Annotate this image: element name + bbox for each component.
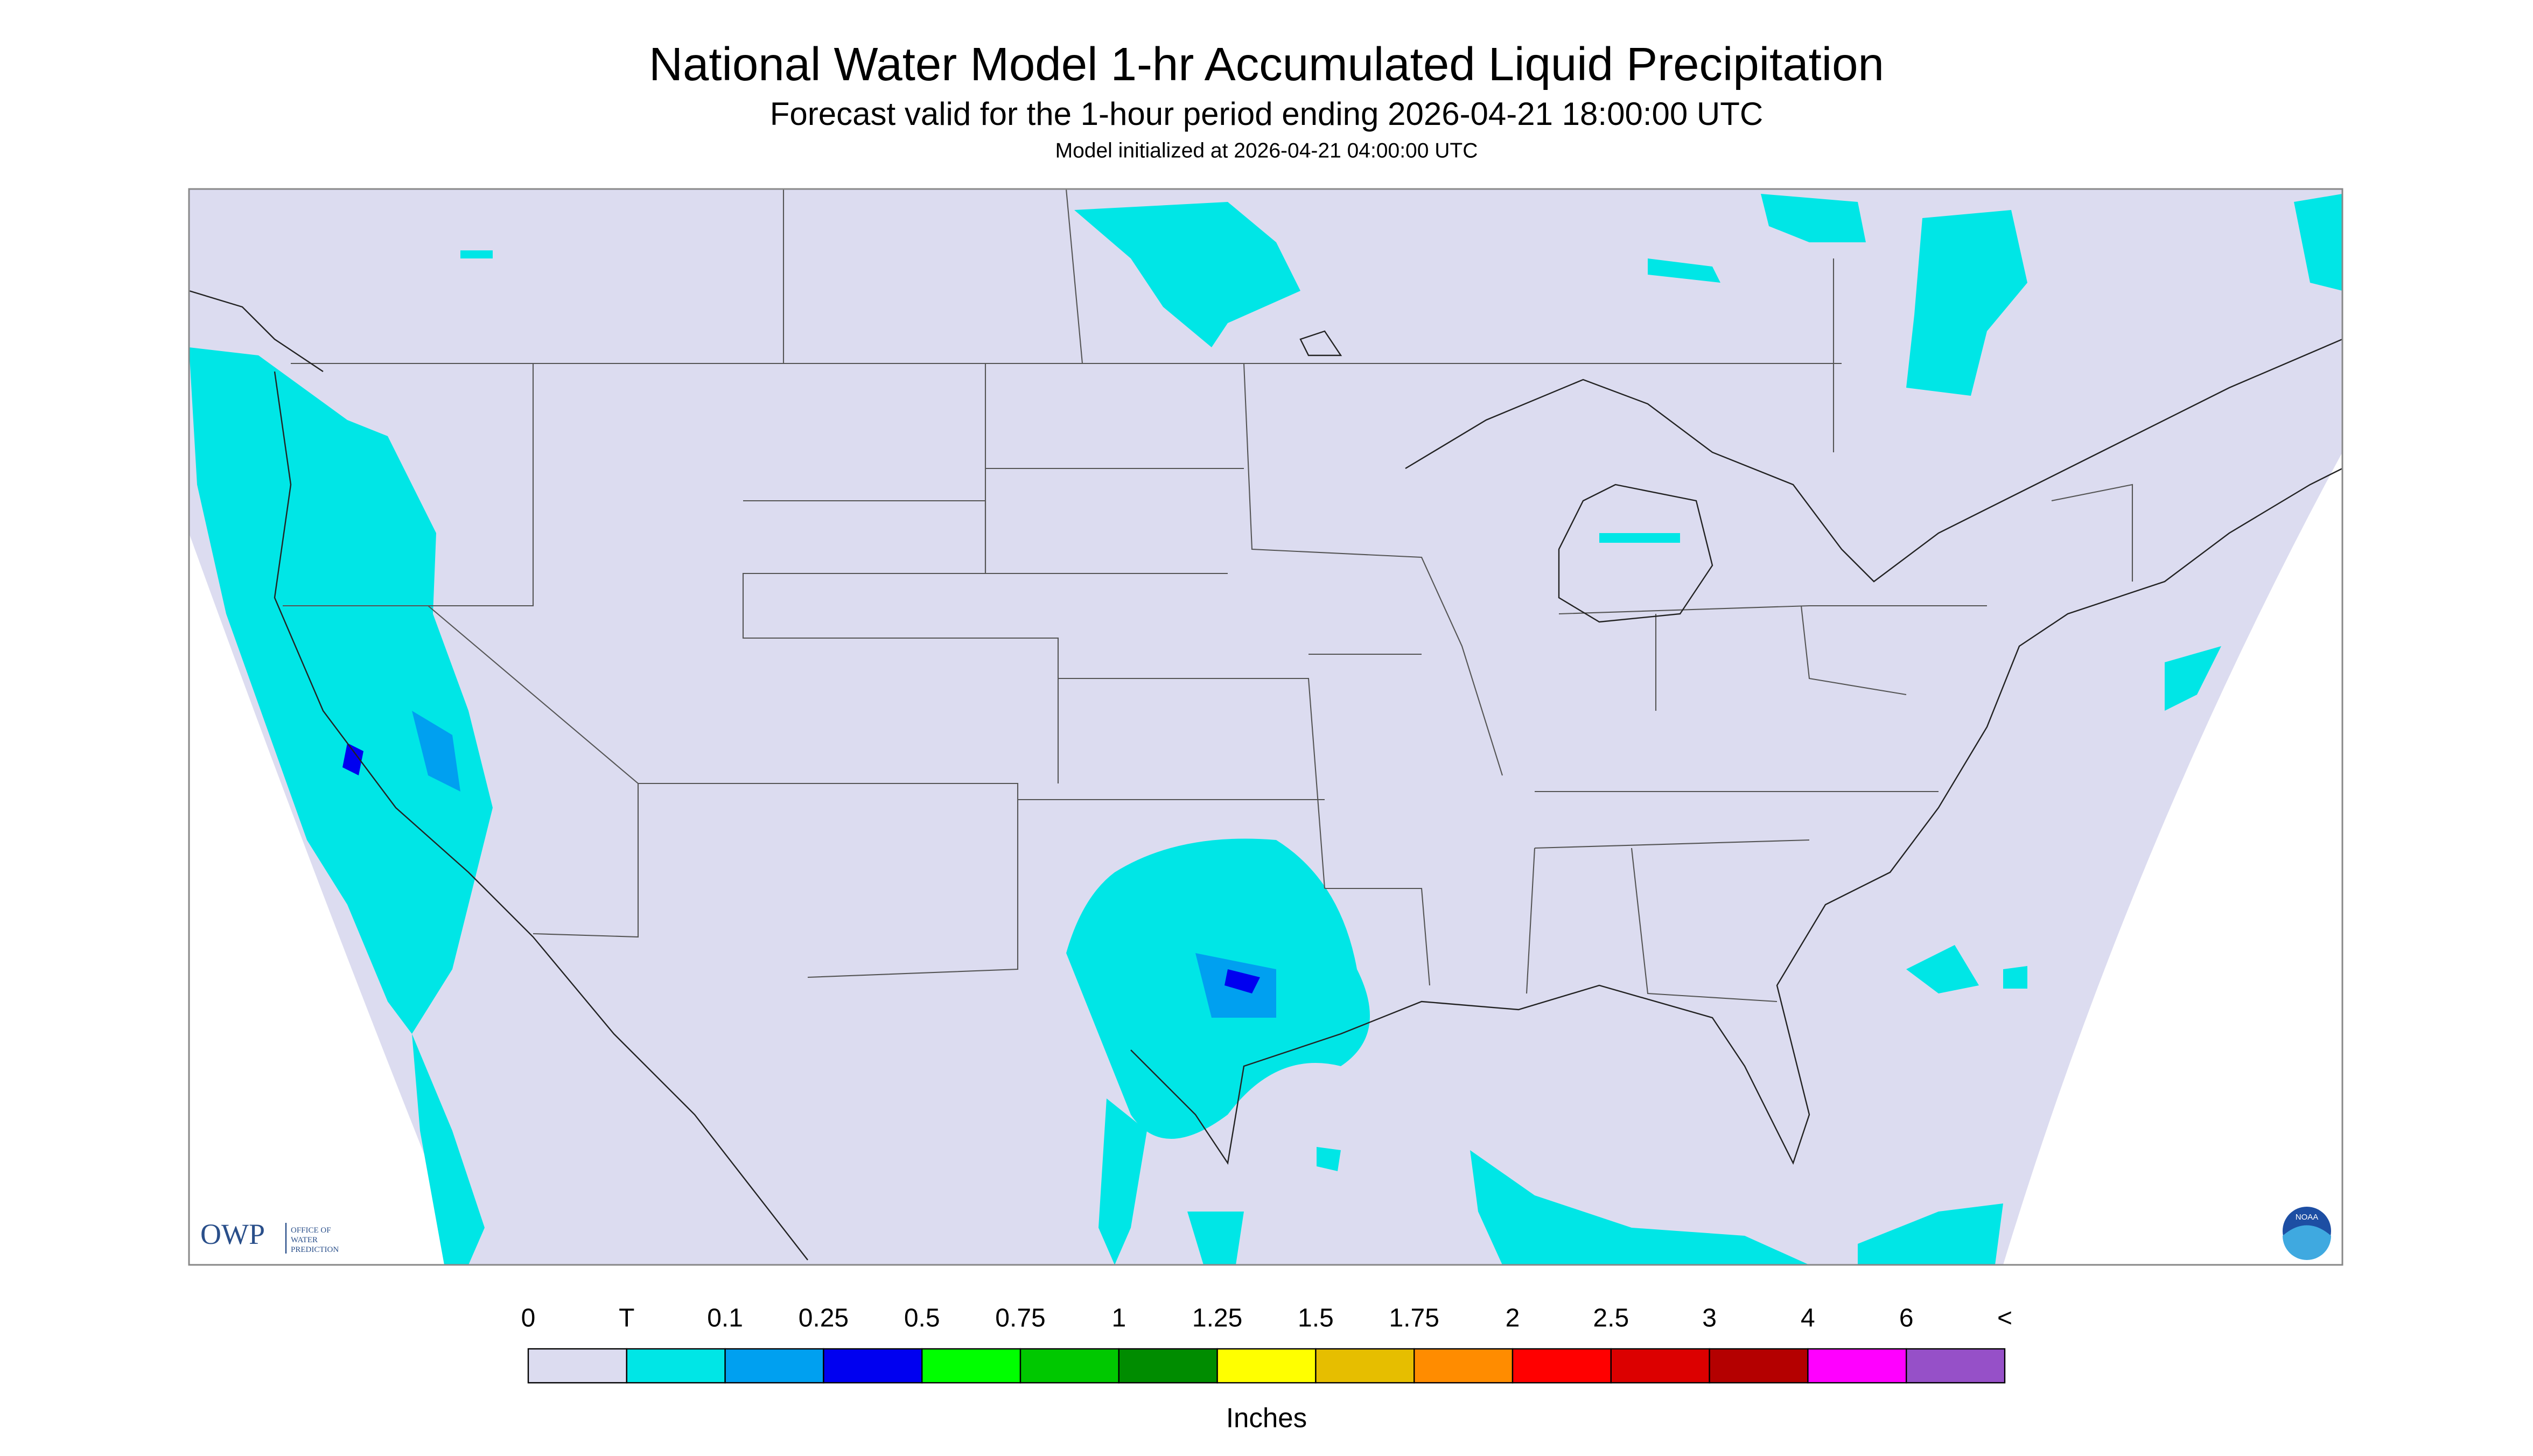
borders: [189, 189, 2342, 1261]
outside-domain-left: [189, 533, 468, 1265]
legend: 0 T 0.1 0.25 0.5 0.75 1 1.25 1.5 1.75 2 2.5 3 4 6 <: [521, 1304, 2012, 1384]
init-note: Model initialized at 2026-04-21 04:00:00…: [1055, 139, 1478, 162]
legend-swatch: [1216, 1348, 1317, 1384]
legend-swatch: [1315, 1348, 1415, 1384]
legend-swatch: [1414, 1348, 1514, 1384]
legend-label: 0.5: [904, 1304, 940, 1333]
legend-label: 1.5: [1298, 1304, 1334, 1333]
legend-label: 1.25: [1192, 1304, 1242, 1333]
legend-label: T: [619, 1304, 634, 1333]
noaa-text: NOAA: [2296, 1213, 2319, 1222]
legend-label: 4: [1801, 1304, 1815, 1333]
map-domain: [189, 189, 2342, 1265]
owp-name: OFFICE OF: [291, 1226, 331, 1235]
legend-label: 1.75: [1389, 1304, 1439, 1333]
owp-name: PREDICTION: [291, 1245, 339, 1254]
legend-label: 0.1: [707, 1304, 743, 1333]
legend-label: 1: [1111, 1304, 1126, 1333]
legend-swatch: [1807, 1348, 1907, 1384]
legend-swatch: [1019, 1348, 1120, 1384]
legend-label: 0.25: [799, 1304, 849, 1333]
legend-swatch: [1709, 1348, 1809, 1384]
legend-label: 6: [1899, 1304, 1914, 1333]
legend-label: 0: [521, 1304, 536, 1333]
legend-swatch: [823, 1348, 923, 1384]
legend-swatch: [1512, 1348, 1612, 1384]
owp-name: WATER: [291, 1236, 318, 1244]
legend-label: 2.5: [1593, 1304, 1629, 1333]
precip-areas: [189, 194, 2342, 1265]
subtitle: Forecast valid for the 1-hour period end…: [770, 96, 1763, 132]
legend-swatch: [1118, 1348, 1218, 1384]
legend-swatch: [626, 1348, 726, 1384]
legend-label: 3: [1702, 1304, 1717, 1333]
map: OWP OFFICE OF WATER PREDICTION NOAA: [188, 188, 2343, 1266]
legend-label: 2: [1506, 1304, 1520, 1333]
legend-swatch: [724, 1348, 824, 1384]
legend-label: <: [1997, 1304, 2012, 1333]
legend-swatch: [921, 1348, 1021, 1384]
legend-unit: Inches: [1226, 1402, 1307, 1433]
outside-domain-right: [2003, 452, 2342, 1265]
legend-swatch: [1905, 1348, 2006, 1384]
legend-swatch: [527, 1348, 628, 1384]
owp-logo: OWP: [200, 1218, 265, 1250]
legend-label: 0.75: [995, 1304, 1045, 1333]
title: National Water Model 1-hr Accumulated Li…: [649, 38, 1884, 90]
legend-swatch: [1610, 1348, 1710, 1384]
map-frame: [188, 188, 2343, 1266]
